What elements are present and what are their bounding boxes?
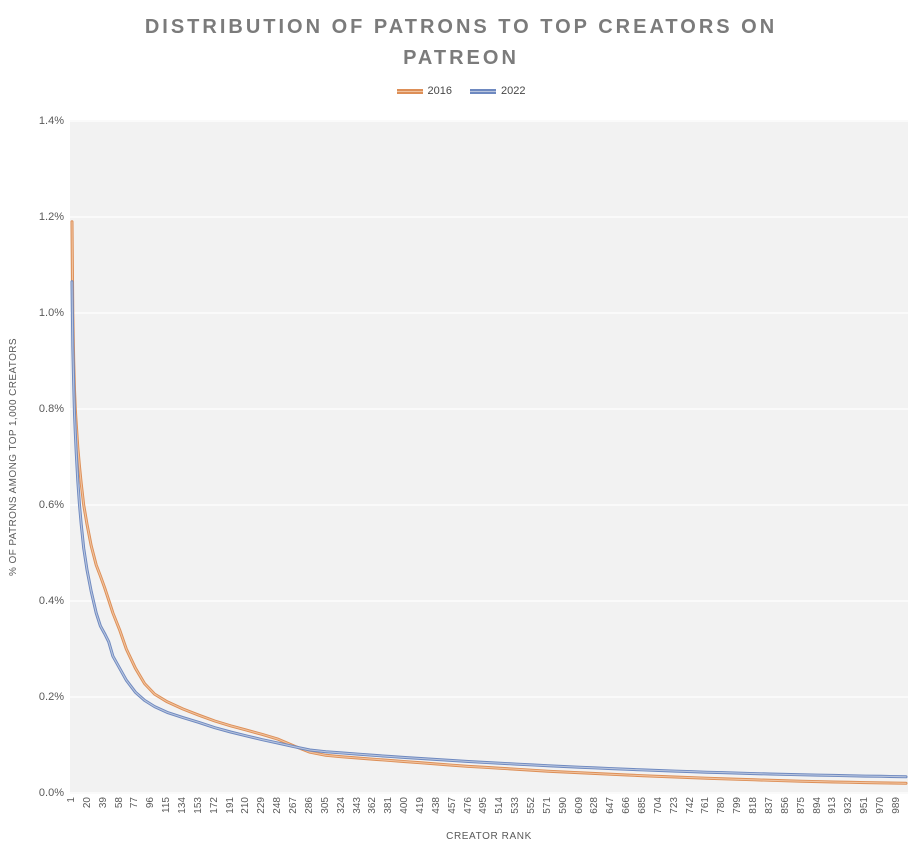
x-tick-label: 400 <box>399 797 411 814</box>
x-tick-label: 875 <box>795 797 807 814</box>
y-tick-label: 1.2% <box>38 211 64 223</box>
x-tick-label: 799 <box>732 797 744 814</box>
x-tick-label: 229 <box>256 797 268 814</box>
x-tick-label: 723 <box>668 797 680 814</box>
x-tick-label: 476 <box>462 797 474 814</box>
y-tick-label: 0.8% <box>38 403 64 415</box>
x-tick-label: 818 <box>748 797 760 814</box>
x-tick-label: 571 <box>541 797 553 814</box>
y-tick-label: 0.0% <box>38 787 64 799</box>
legend-line-swatch-2022 <box>470 88 496 94</box>
x-tick-label: 96 <box>145 797 157 809</box>
x-tick-label: 780 <box>716 797 728 814</box>
x-tick-label: 761 <box>700 797 712 814</box>
x-tick-label: 77 <box>129 797 141 809</box>
x-tick-label: 856 <box>779 797 791 814</box>
x-tick-label: 210 <box>240 797 252 814</box>
x-tick-label: 913 <box>827 797 839 814</box>
y-tick-label: 0.2% <box>38 691 64 703</box>
x-tick-label: 115 <box>161 797 173 813</box>
x-axis-title: CREATOR RANK <box>446 831 532 842</box>
legend-label: 2022 <box>501 85 526 97</box>
x-tick-label: 381 <box>383 797 395 814</box>
x-tick-label: 552 <box>525 797 537 814</box>
x-tick-label: 666 <box>621 797 633 814</box>
x-tick-label: 704 <box>652 797 664 814</box>
x-tick-label: 39 <box>97 797 109 809</box>
x-tick-label: 514 <box>494 797 506 814</box>
x-tick-label: 590 <box>557 797 569 814</box>
legend-item-2022[interactable]: 2022 <box>470 85 525 97</box>
x-tick-label: 609 <box>573 797 585 814</box>
series-line-core-2022 <box>71 281 907 778</box>
x-tick-label: 324 <box>335 797 347 814</box>
x-tick-label: 419 <box>414 797 426 814</box>
x-tick-label: 286 <box>303 797 315 814</box>
x-tick-label: 191 <box>224 797 236 814</box>
y-tick-label: 1.4% <box>38 115 64 127</box>
x-tick-label: 1 <box>66 797 77 803</box>
x-tick-label: 305 <box>319 797 331 814</box>
x-tick-label: 457 <box>446 797 458 814</box>
x-tick-label: 343 <box>351 797 363 814</box>
x-tick-label: 989 <box>890 797 902 814</box>
x-tick-label: 647 <box>605 797 617 814</box>
x-tick-label: 248 <box>272 797 284 814</box>
x-tick-label: 172 <box>208 797 220 814</box>
x-tick-label: 894 <box>811 797 823 814</box>
x-tick-label: 438 <box>430 797 442 814</box>
x-tick-label: 628 <box>589 797 601 814</box>
x-tick-label: 20 <box>81 797 93 809</box>
y-tick-label: 0.6% <box>38 499 64 511</box>
legend: 2016 2022 <box>0 83 922 99</box>
x-tick-label: 58 <box>113 797 125 809</box>
x-tick-label: 837 <box>763 797 775 814</box>
legend-line-swatch-2016 <box>396 88 423 94</box>
x-tick-label: 134 <box>177 797 189 814</box>
series-line-core-2016 <box>71 221 907 784</box>
x-tick-label: 153 <box>192 797 204 814</box>
legend-item-2016[interactable]: 2016 <box>396 85 452 97</box>
chart-title: DISTRIBUTION OF PATRONS TO TOP CREATORS … <box>144 16 778 69</box>
plot-background <box>70 121 908 793</box>
x-tick-label: 267 <box>288 797 300 814</box>
x-tick-label: 533 <box>510 797 522 814</box>
legend-label: 2016 <box>427 85 452 97</box>
x-tick-label: 495 <box>478 797 490 814</box>
x-tick-label: 362 <box>367 797 379 814</box>
x-tick-label: 951 <box>859 797 871 814</box>
x-tick-label: 685 <box>637 797 649 814</box>
x-tick-label: 932 <box>843 797 855 814</box>
x-tick-label: 742 <box>684 797 696 814</box>
y-tick-label: 0.4% <box>38 595 64 607</box>
x-tick-label: 970 <box>874 797 886 814</box>
y-tick-label: 1.0% <box>38 307 64 319</box>
